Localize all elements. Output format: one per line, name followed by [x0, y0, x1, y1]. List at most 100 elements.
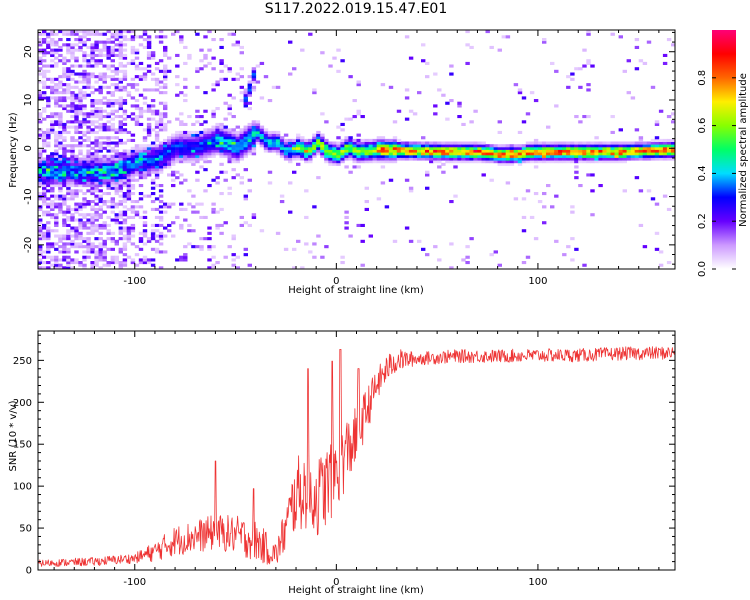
spectrogram-cell-89: [42, 130, 47, 134]
spectrogram-cell-750: [90, 176, 95, 180]
spectrogram-cell-781: [90, 48, 95, 52]
spectrogram-cell-2936: [554, 160, 559, 164]
spectrogram-cell-3018: [582, 152, 587, 156]
spectrogram-cell-1129: [118, 184, 123, 188]
spectrogram-cell-2828: [513, 154, 519, 158]
spectrogram-cell-1405: [142, 149, 148, 153]
spectrogram-cell-734: [90, 229, 95, 233]
spectrogram-cell-2690: [457, 154, 462, 158]
spectrogram-cell-1676: [175, 93, 180, 97]
spectrogram-cell-1944: [223, 170, 228, 174]
spectrogram-cell-490: [70, 72, 75, 76]
spectrogram-cell-3232: [666, 261, 672, 265]
spectrogram-cell-1433: [146, 160, 152, 164]
spectrogram-cell-159: [46, 43, 51, 47]
spectrogram-cell-1662: [175, 170, 180, 174]
spectrogram-cell-1679: [175, 64, 180, 68]
spectrogram-cell-1054: [110, 51, 115, 55]
spectrogram-cell-1807: [199, 149, 204, 153]
spectrogram-cell-343: [62, 197, 67, 201]
spectrogram-cell-3057: [594, 152, 599, 156]
spectrogram-cell-3231: [662, 53, 668, 57]
spectrogram-cell-3051: [590, 144, 595, 148]
spectrogram-cell-2459: [368, 152, 373, 156]
spectrogram-cell-2500: [384, 157, 390, 161]
spectrogram-cell-2537: [396, 141, 402, 145]
spectrogram-cell-171: [50, 207, 55, 211]
spectrogram-cell-2654: [445, 160, 450, 164]
spectrogram-cell-2912: [542, 40, 547, 44]
spectrogram-cell-1364: [138, 160, 144, 164]
spectrogram-cell-3052: [590, 141, 595, 145]
spectrogram-cell-2785: [493, 144, 498, 148]
spectrogram-cell-306: [58, 130, 63, 134]
spectrogram-cell-2588: [417, 91, 422, 95]
spectrogram-cell-578: [78, 170, 83, 174]
spectrogram-cell-1358: [138, 176, 144, 180]
spectrogram-cell-2267: [304, 138, 309, 142]
spectrogram-cell-2369: [340, 141, 345, 145]
spectrogram-cell-1696: [179, 144, 184, 148]
spectrogram-cell-1473: [150, 178, 156, 182]
spectrogram-cell-1297: [130, 112, 136, 116]
spectrogram-cell-137: [46, 165, 51, 169]
spectrogram-cell-2753: [481, 157, 486, 161]
spectrogram-cell-3108: [618, 157, 623, 161]
spectrogram-cell-2918: [546, 152, 551, 156]
spectrogram-cell-1924: [219, 149, 224, 153]
spectrogram-cell-2061: [243, 146, 248, 150]
spectrogram-cell-1614: [163, 53, 168, 57]
spectrogram-cell-761: [90, 141, 95, 145]
spectrogram-cell-2524: [392, 149, 398, 153]
spectrogram-cell-2114: [251, 125, 257, 129]
spectrogram-cell-2494: [380, 141, 386, 145]
spectrogram-cell-2517: [388, 138, 394, 142]
spectrogram-cell-1275: [130, 207, 136, 211]
spectrogram-cell-3006: [578, 152, 583, 156]
spectrogram-cell-785: [90, 30, 95, 34]
spectrogram-cell-2231: [292, 138, 297, 142]
spectrogram-cell-2569: [408, 141, 414, 145]
spectrogram-cell-1192: [122, 184, 128, 188]
spectrogram-cell-208: [50, 48, 55, 52]
spectrogram-cell-3162: [638, 146, 644, 150]
spectrogram-cell-1673: [175, 133, 180, 137]
spectrogram-cell-266: [54, 61, 59, 65]
spectrogram-cell-3190: [650, 149, 656, 153]
spectrogram-cell-1351: [138, 237, 144, 241]
spectrogram-cell-3054: [594, 160, 599, 164]
spectrogram-cell-1516: [154, 154, 160, 158]
spectrogram-cell-286: [58, 194, 63, 198]
spectrogram-cell-1063: [114, 242, 119, 246]
spectrogram-cell-41: [38, 91, 43, 95]
spectrogram-cell-1430: [146, 168, 152, 172]
spectrogram-cell-2710: [465, 255, 470, 259]
spectrogram-cell-1069: [114, 205, 119, 209]
spectrogram-cell-2437: [360, 149, 365, 153]
spectrogram-cell-1289: [130, 157, 136, 161]
spectrogram-cell-115: [46, 247, 51, 251]
spectrogram-cell-2914: [546, 184, 551, 188]
spectrogram-cell-147: [46, 128, 51, 132]
spectrogram-cell-3024: [582, 64, 587, 68]
spectrogram-cell-2845: [521, 261, 527, 265]
spectrogram-cell-1998: [231, 141, 236, 145]
spectrogram-cell-2988: [574, 247, 579, 251]
spectrogram-cell-2000: [231, 136, 236, 140]
spectrogram-cell-1776: [195, 202, 200, 206]
spectrogram-cell-65: [42, 202, 47, 206]
spectrogram-cell-563: [78, 231, 83, 235]
spectrogram-cell-760: [90, 146, 95, 150]
spectrogram-cell-162: [46, 32, 51, 36]
spectrogram-cell-2204: [283, 144, 289, 148]
spectrogram-cell-1080: [114, 168, 119, 172]
spectrogram-cell-528: [74, 160, 79, 164]
spectrogram-cell-1352: [138, 231, 144, 235]
spectrogram-cell-1624: [167, 165, 172, 169]
spectrogram-cell-2335: [328, 141, 333, 145]
spectrogram-cell-736: [90, 223, 95, 227]
spectrogram-cell-826: [94, 125, 99, 129]
spectrogram-cell-541: [74, 107, 79, 111]
spectrogram-cell-759: [90, 152, 95, 156]
